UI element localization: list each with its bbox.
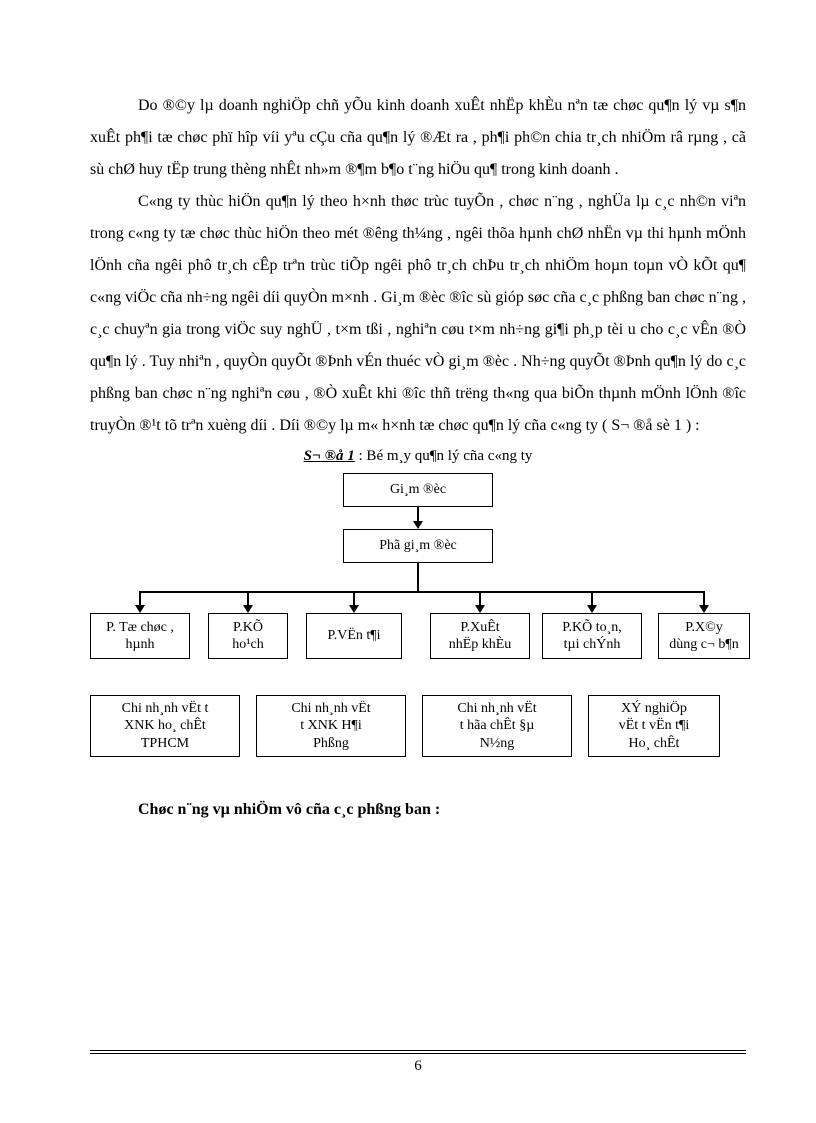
org-chart: Gi¸m ®èc Phã gi¸m ®èc P. Tæ chøc , hµnh P.K… bbox=[90, 473, 750, 783]
chart-title: S¬ ®å 1 : Bé m¸y qu¶n lý cña c«ng ty bbox=[90, 448, 746, 465]
org-node-root: Gi¸m ®èc bbox=[343, 473, 493, 507]
org-node-b1: Chi nh¸nh vËt t XNK ho¸ chÊt TPHCM bbox=[90, 695, 240, 757]
arrow-down-icon bbox=[243, 605, 253, 613]
paragraph: Do ®©y lµ doanh nghiÖp chñ yÕu kinh doan… bbox=[90, 90, 746, 186]
arrow-down-icon bbox=[475, 605, 485, 613]
org-node-d5: P.KÕ to¸n, tµi chÝnh bbox=[542, 613, 642, 659]
arrow-down-icon bbox=[135, 605, 145, 613]
chart-title-rest: : Bé m¸y qu¶n lý cña c«ng ty bbox=[355, 448, 533, 464]
page-number: 6 bbox=[90, 1058, 746, 1075]
org-node-d1: P. Tæ chøc , hµnh bbox=[90, 613, 190, 659]
arrow-down-icon bbox=[349, 605, 359, 613]
arrow-down-icon bbox=[413, 521, 423, 529]
arrow-down-icon bbox=[699, 605, 709, 613]
org-node-d6: P.X©y dùng c¬ b¶n bbox=[658, 613, 750, 659]
org-node-d2: P.KÕ ho¹ch bbox=[208, 613, 288, 659]
page-footer: 6 bbox=[90, 1050, 746, 1075]
chart-title-lead: S¬ ®å 1 bbox=[304, 448, 355, 464]
org-node-vice: Phã gi¸m ®èc bbox=[343, 529, 493, 563]
org-node-b2: Chi nh¸nh vËt t XNK H¶i Phßng bbox=[256, 695, 406, 757]
section-heading: Chøc n¨ng vµ nhiÖm vô cña c¸c phßng ban … bbox=[90, 801, 746, 819]
org-connector bbox=[417, 563, 419, 591]
org-node-d3: P.VËn t¶i bbox=[306, 613, 402, 659]
paragraph: C«ng ty thùc hiÖn qu¶n lý theo h×nh thøc… bbox=[90, 186, 746, 442]
org-connector bbox=[140, 591, 704, 593]
org-node-b3: Chi nh¸nh vËt t hãa chÊt §µ N½ng bbox=[422, 695, 572, 757]
footer-rule bbox=[90, 1050, 746, 1054]
org-node-b4: XÝ nghiÖp vËt t vËn t¶i Ho¸ chÊt bbox=[588, 695, 720, 757]
arrow-down-icon bbox=[587, 605, 597, 613]
org-node-d4: P.XuÊt nhËp khÈu bbox=[430, 613, 530, 659]
